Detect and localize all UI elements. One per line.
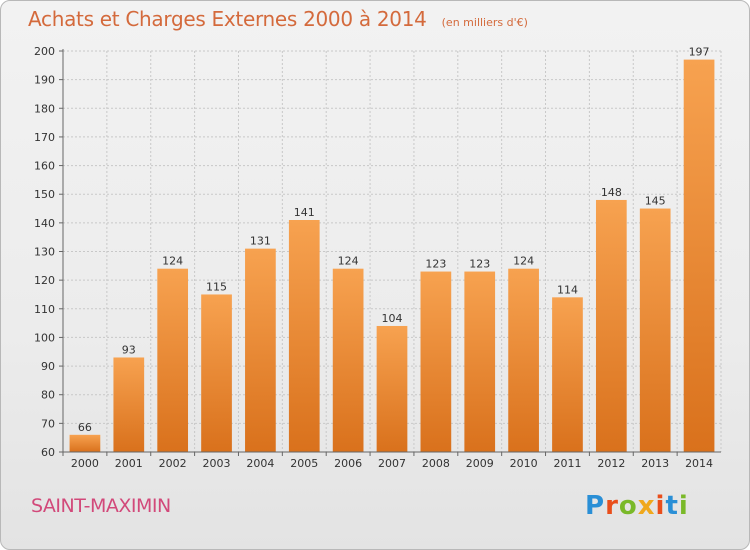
x-tick-label: 2004 — [246, 457, 274, 470]
y-tick-label: 90 — [41, 360, 55, 373]
y-tick-label: 100 — [34, 331, 55, 344]
logo-letter: t — [665, 491, 679, 521]
bar — [683, 59, 715, 452]
data-label: 66 — [78, 421, 92, 434]
bar — [157, 268, 189, 452]
location-label: SAINT-MAXIMIN — [31, 495, 171, 517]
data-label: 124 — [338, 255, 359, 268]
data-label: 123 — [469, 258, 490, 271]
y-tick-label: 180 — [34, 102, 55, 115]
bar — [288, 219, 320, 452]
data-label: 114 — [557, 283, 578, 296]
chart-title: Achats et Charges Externes 2000 à 2014 — [28, 7, 427, 31]
y-tick-label: 200 — [34, 45, 55, 58]
y-tick-label: 110 — [34, 303, 55, 316]
bar — [113, 357, 145, 452]
bar — [201, 294, 232, 452]
data-label: 145 — [645, 195, 666, 208]
title-row: Achats et Charges Externes 2000 à 2014 (… — [28, 7, 528, 31]
data-label: 104 — [382, 312, 403, 325]
x-tick-label: 2002 — [159, 457, 187, 470]
x-tick-label: 2007 — [378, 457, 406, 470]
bar — [639, 208, 671, 452]
bars: 66 93 124 115 131 141 124 104 123 123 124 114 148 145… — [69, 46, 715, 452]
x-tick-label: 2003 — [203, 457, 231, 470]
bar — [69, 434, 101, 452]
proxiti-logo: Proxiti — [585, 491, 689, 521]
bar — [420, 271, 452, 452]
chart-subtitle: (en milliers d'€) — [441, 16, 528, 29]
x-tick-label: 2001 — [115, 457, 143, 470]
x-tick-label: 2005 — [290, 457, 318, 470]
y-tick-label: 80 — [41, 389, 55, 402]
x-tick-label: 2008 — [422, 457, 450, 470]
x-tick-label: 2013 — [641, 457, 669, 470]
bar — [376, 325, 408, 452]
bar — [595, 199, 627, 452]
logo-letter: r — [605, 491, 619, 521]
y-tick-label: 140 — [34, 217, 55, 230]
y-tick-label: 70 — [41, 417, 55, 430]
x-tick-label: 2011 — [553, 457, 581, 470]
data-label: 148 — [601, 186, 622, 199]
data-label: 115 — [206, 280, 227, 293]
bar — [464, 271, 496, 452]
data-label: 197 — [689, 46, 710, 59]
logo-letter: i — [678, 491, 689, 521]
bar — [245, 248, 276, 452]
y-tick-label: 150 — [34, 188, 55, 201]
data-label: 93 — [122, 343, 136, 356]
y-tick-label: 130 — [34, 246, 55, 259]
logo-letter: P — [585, 491, 606, 521]
bar — [508, 268, 539, 452]
data-label: 141 — [294, 206, 315, 219]
logo-letter: i — [655, 491, 666, 521]
bar — [552, 297, 583, 452]
y-tick-label: 190 — [34, 74, 55, 87]
x-tick-label: 2014 — [685, 457, 713, 470]
x-tick-label: 2006 — [334, 457, 362, 470]
y-tick-label: 60 — [41, 446, 55, 459]
logo-letter: o — [618, 491, 638, 521]
y-tick-label: 160 — [34, 160, 55, 173]
x-tick-label: 2010 — [510, 457, 538, 470]
x-tick-label: 2009 — [466, 457, 494, 470]
x-tick-label: 2000 — [71, 457, 99, 470]
data-label: 123 — [425, 258, 446, 271]
bar — [332, 268, 364, 452]
x-tick-label: 2012 — [597, 457, 625, 470]
axes: 60 70 80 90 100 110 120 130 140 150 160 170 180 190 20… — [34, 45, 721, 470]
y-tick-label: 170 — [34, 131, 55, 144]
logo-letter: x — [637, 491, 656, 521]
data-label: 124 — [162, 255, 183, 268]
data-label: 124 — [513, 255, 534, 268]
data-label: 131 — [250, 235, 271, 248]
y-tick-label: 120 — [34, 274, 55, 287]
